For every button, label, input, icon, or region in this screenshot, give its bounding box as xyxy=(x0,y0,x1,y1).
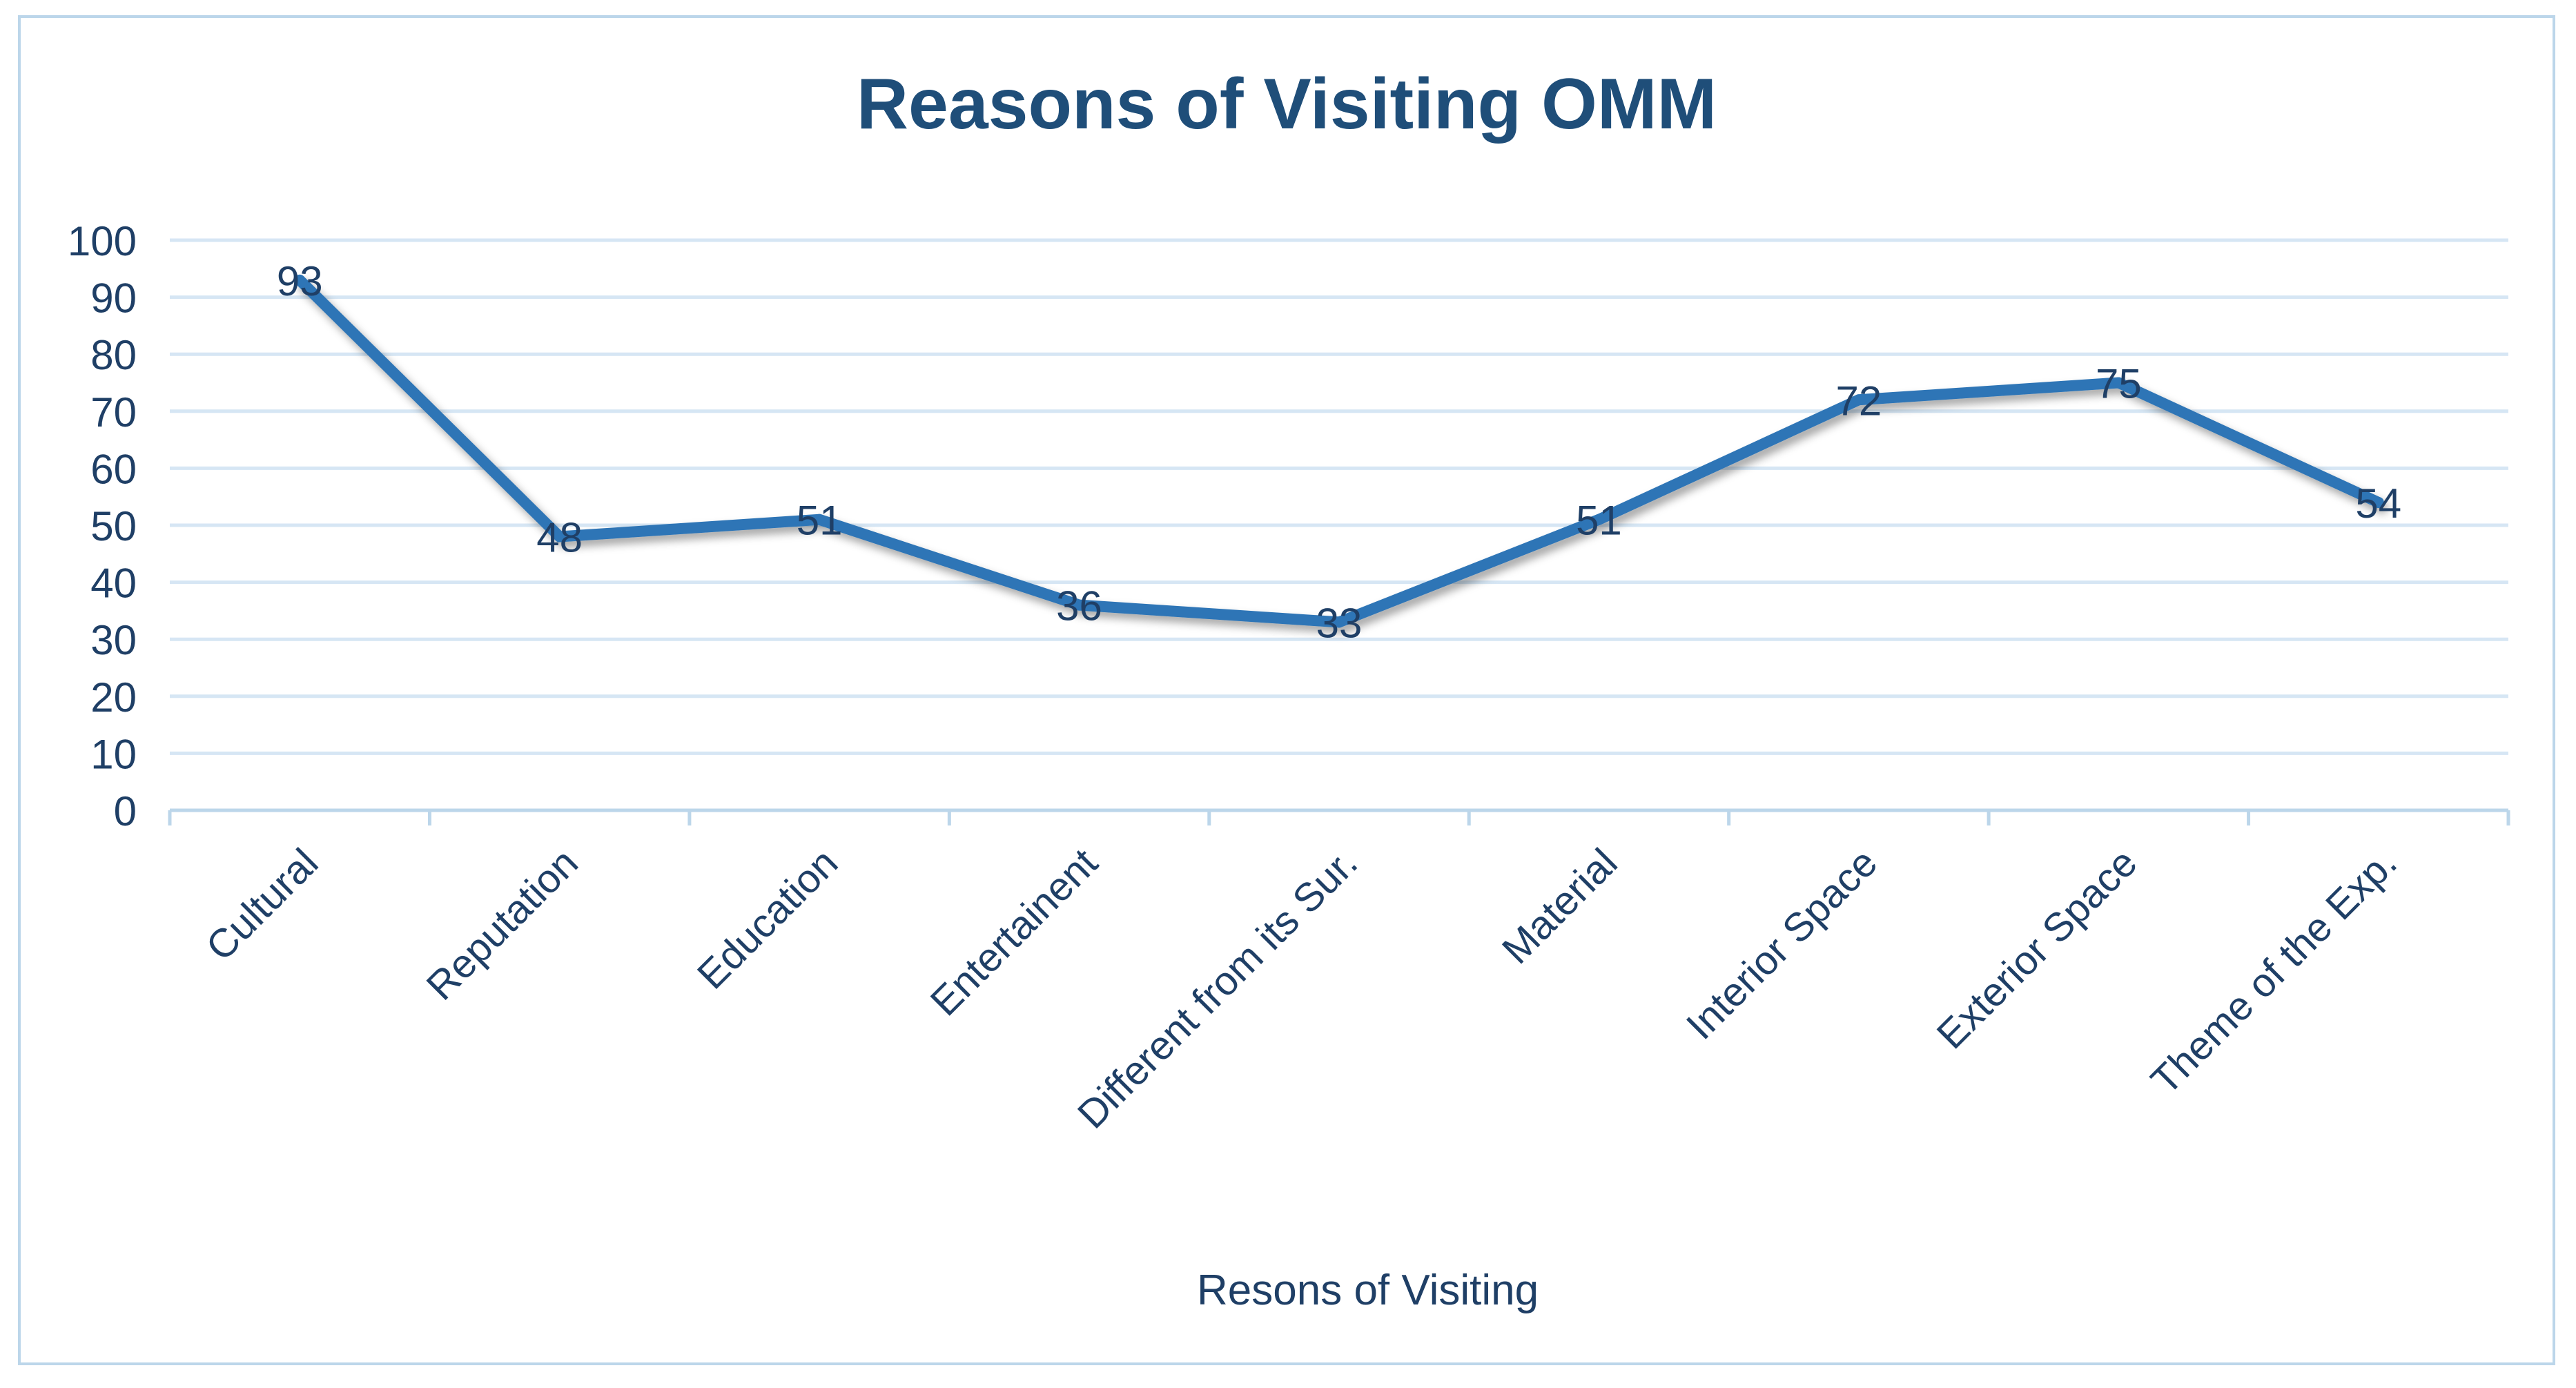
x-axis-categories: Cultural Reputation Education EntertainentD… xyxy=(197,840,2406,1137)
data-point xyxy=(814,514,826,525)
y-tick-label: 60 xyxy=(90,446,137,492)
y-tick-label: 20 xyxy=(90,674,137,721)
x-category-label: Reputation xyxy=(418,840,587,1008)
x-category-label: Entertainent xyxy=(922,840,1106,1024)
x-category-label: Interior Space xyxy=(1678,840,1886,1048)
legend-label: Resons of Visiting xyxy=(1197,1267,1539,1314)
x-axis xyxy=(168,808,2510,825)
data-point xyxy=(2113,377,2125,389)
gridlines xyxy=(170,238,2508,755)
data-label: 33 xyxy=(1316,600,1363,646)
data-point xyxy=(1593,514,1605,525)
y-tick-label: 40 xyxy=(90,560,137,607)
data-point xyxy=(1334,616,1345,628)
series-line xyxy=(294,274,2384,628)
x-category-label: Material xyxy=(1494,840,1626,972)
data-label: 48 xyxy=(536,515,583,561)
legend: Resons of Visiting xyxy=(1060,1267,1539,1314)
y-tick-label: 80 xyxy=(90,332,137,378)
y-tick-label: 50 xyxy=(90,503,137,549)
y-tick-label: 30 xyxy=(90,617,137,663)
y-tick-label: 100 xyxy=(68,218,137,264)
line-chart: Reasons of Visiting OMM 0 10 20 30 40 50 60 70 8… xyxy=(68,64,2510,1314)
data-label: 51 xyxy=(797,498,843,544)
x-category-label: Exterior Space xyxy=(1929,840,2146,1057)
data-label: 93 xyxy=(277,258,323,304)
data-label: 51 xyxy=(1576,498,1622,544)
y-tick-label: 70 xyxy=(90,389,137,436)
data-point xyxy=(554,531,565,543)
data-label: 36 xyxy=(1056,583,1102,629)
chart-title: Reasons of Visiting OMM xyxy=(857,64,1717,144)
data-labels: 93 48 51 36 33 51 72 75 54 xyxy=(277,258,2401,647)
x-category-label: Different from its Sur. xyxy=(1069,840,1366,1137)
x-category-label: Cultural xyxy=(197,840,326,969)
x-category-label: Education xyxy=(689,840,846,997)
data-point xyxy=(1853,394,1864,406)
y-tick-label: 0 xyxy=(114,788,137,834)
data-label: 72 xyxy=(1836,378,1882,424)
data-label: 75 xyxy=(2096,361,2142,407)
data-point xyxy=(2372,496,2384,508)
x-category-label: Theme of the Exp. xyxy=(2143,840,2406,1103)
series-layer xyxy=(294,274,2384,628)
data-label: 54 xyxy=(2355,480,2401,527)
data-point xyxy=(294,274,306,286)
data-point xyxy=(1073,599,1085,611)
chart-frame: Reasons of Visiting OMM 0 10 20 30 40 50 60 70 8… xyxy=(18,15,2555,1365)
y-tick-label: 10 xyxy=(90,731,137,777)
y-tick-label: 90 xyxy=(90,275,137,322)
y-axis-ticks: 0 10 20 30 40 50 60 70 80 90 100 xyxy=(68,218,137,834)
